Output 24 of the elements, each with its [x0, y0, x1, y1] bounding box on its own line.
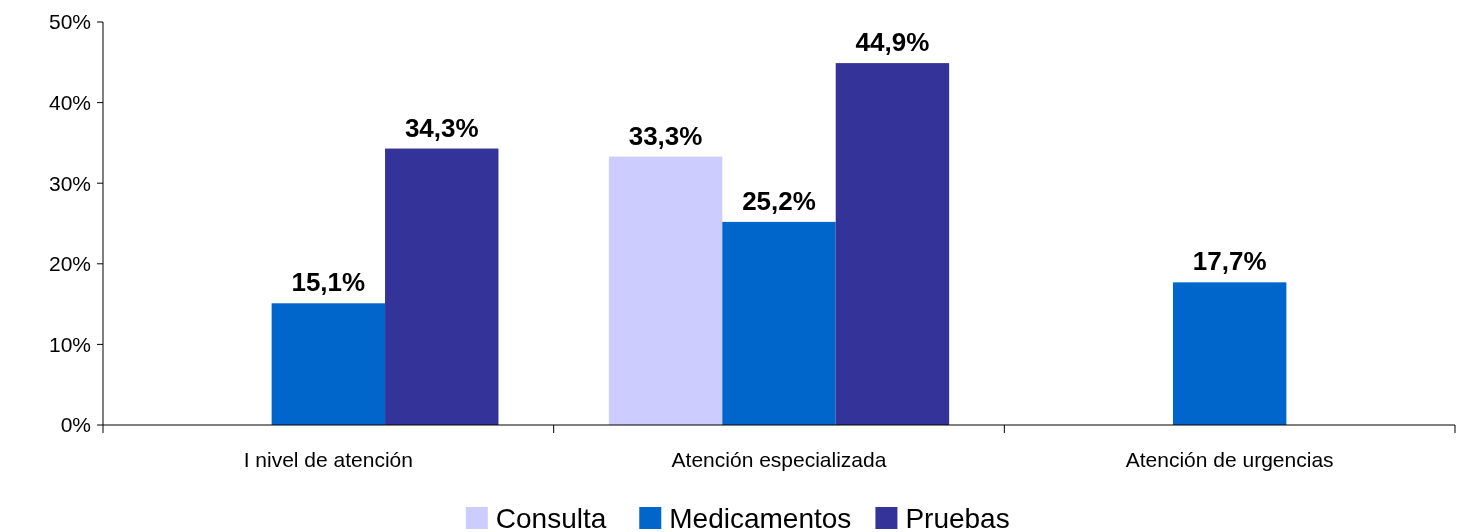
- data-label: 25,2%: [742, 185, 816, 216]
- y-tick-label: 10%: [48, 332, 91, 356]
- bar: [1172, 282, 1287, 425]
- bar: [271, 303, 386, 425]
- x-tick-label: I nivel de atención: [243, 448, 413, 471]
- y-tick-label: 30%: [48, 171, 91, 195]
- y-tick-label: 20%: [48, 252, 91, 276]
- data-label: 33,3%: [628, 120, 703, 151]
- y-tick-label: 50%: [48, 10, 91, 34]
- bar: [722, 221, 836, 425]
- y-tick-label: 40%: [48, 90, 91, 114]
- legend-label: Pruebas: [905, 503, 1010, 532]
- x-tick-label: Atención de urgencias: [1125, 448, 1334, 471]
- legend-label: Medicamentos: [669, 503, 852, 532]
- x-tick-label: Atención especializada: [671, 448, 887, 471]
- data-label: 34,3%: [404, 112, 479, 143]
- data-label: 44,9%: [855, 27, 930, 58]
- bar: [608, 156, 723, 425]
- bar: [385, 148, 499, 425]
- data-label: 17,7%: [1192, 246, 1267, 277]
- y-tick-label: 0%: [60, 413, 91, 437]
- legend-label: Consulta: [495, 503, 607, 532]
- bar: [835, 63, 950, 425]
- data-label: 15,1%: [291, 267, 366, 298]
